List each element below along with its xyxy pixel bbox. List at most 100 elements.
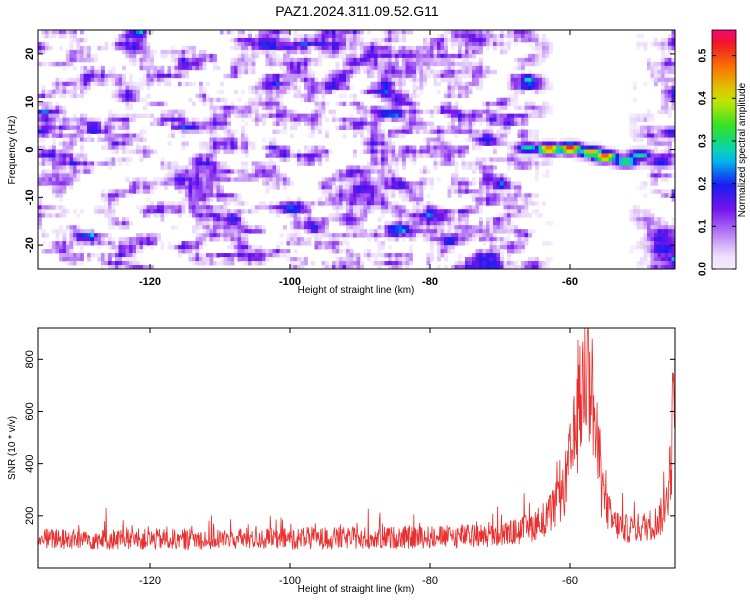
spectrogram-cell bbox=[671, 125, 676, 130]
spectrogram-cell bbox=[153, 149, 158, 154]
spectrogram-cell bbox=[213, 61, 217, 67]
spectrogram-cell bbox=[430, 205, 434, 210]
spectrogram-cell bbox=[486, 37, 490, 43]
spectrogram-cell bbox=[164, 113, 168, 119]
spectrogram-cell bbox=[552, 153, 557, 158]
spectrogram-cell bbox=[202, 153, 207, 158]
spectrogram-cell bbox=[391, 213, 396, 218]
spectrogram-cell bbox=[528, 113, 532, 119]
spectrogram-cell bbox=[332, 73, 336, 79]
spectrogram-cell bbox=[335, 73, 340, 79]
spectrogram-cell bbox=[265, 145, 270, 150]
spectrogram-cell bbox=[381, 109, 385, 115]
spectrogram-cell bbox=[496, 37, 501, 43]
spectrogram-cell bbox=[444, 89, 448, 95]
spectrogram-cell bbox=[55, 205, 60, 210]
spectrogram-cell bbox=[276, 109, 280, 115]
spectrogram-cell bbox=[528, 30, 532, 35]
spectrogram-cell bbox=[654, 81, 658, 87]
spectrogram-cell bbox=[664, 53, 669, 59]
spectrogram-cell bbox=[664, 81, 669, 87]
spectrogram-cell bbox=[48, 33, 53, 39]
spectrogram-cell bbox=[556, 153, 560, 158]
spectrogram-cell bbox=[370, 229, 375, 234]
spectrogram-cell bbox=[244, 61, 249, 67]
spectrogram-cell bbox=[237, 65, 242, 71]
spectrogram-cell bbox=[493, 141, 497, 146]
spectrogram-cell bbox=[629, 145, 634, 150]
spectrogram-cell bbox=[160, 157, 165, 162]
spectrogram-cell bbox=[496, 117, 501, 123]
spectrogram-cell bbox=[430, 185, 434, 190]
spectrogram-cell bbox=[664, 157, 669, 162]
spectrogram-cell bbox=[52, 137, 56, 142]
spectrogram-cell bbox=[654, 177, 658, 182]
spectrogram-cell bbox=[468, 73, 473, 79]
spectrogram-cell bbox=[76, 153, 81, 158]
spectrogram-cell bbox=[66, 149, 70, 154]
spectrogram-cell bbox=[528, 141, 532, 146]
spectrogram-cell bbox=[118, 141, 123, 146]
spectrogram-cell bbox=[178, 213, 182, 218]
spectrogram-cell bbox=[465, 89, 469, 95]
spectrogram-cell bbox=[444, 113, 448, 119]
spectrogram-cell bbox=[388, 157, 392, 162]
spectrogram-cell bbox=[290, 117, 294, 123]
spectrogram-cell bbox=[514, 77, 518, 83]
spectrogram-cell bbox=[451, 209, 455, 214]
spectrogram-cell bbox=[391, 97, 396, 103]
spectrogram-cell bbox=[241, 201, 245, 206]
spectrogram-cell bbox=[73, 173, 77, 178]
spectrogram-cell bbox=[307, 97, 312, 103]
spectrogram-cell bbox=[552, 137, 557, 142]
spectrogram-cell bbox=[174, 225, 179, 230]
spectrogram-cell bbox=[384, 69, 389, 75]
spectrogram-cell bbox=[185, 61, 189, 67]
spectrogram-cell bbox=[195, 201, 200, 206]
spectrogram-cell bbox=[101, 121, 105, 126]
spectrogram-cell bbox=[115, 77, 119, 83]
spectrogram-cell bbox=[514, 165, 518, 170]
spectrogram-cell bbox=[325, 41, 329, 47]
spectrogram-cell bbox=[290, 113, 294, 119]
spectrogram-cell bbox=[636, 165, 641, 170]
spectrogram-cell bbox=[255, 117, 259, 123]
spectrogram-cell bbox=[206, 117, 210, 123]
spectrogram-cell bbox=[465, 53, 469, 59]
spectrogram-cell bbox=[472, 61, 476, 67]
spectrogram-cell bbox=[111, 73, 116, 79]
spectrogram-cell bbox=[69, 181, 74, 186]
spectrogram-cell bbox=[416, 201, 420, 206]
spectrogram-cell bbox=[132, 149, 137, 154]
spectrogram-cell bbox=[199, 221, 203, 226]
spectrogram-cell bbox=[412, 185, 417, 190]
spectrogram-cell bbox=[542, 85, 546, 91]
spectrogram-cell bbox=[493, 157, 497, 162]
spectrogram-cell bbox=[437, 45, 441, 51]
spectrogram-cell bbox=[325, 153, 329, 158]
spectrogram-cell bbox=[59, 149, 63, 154]
spectrogram-cell bbox=[223, 173, 228, 178]
spectrogram-cell bbox=[199, 157, 203, 162]
spectrogram-cell bbox=[195, 121, 200, 126]
spectrogram-cell bbox=[304, 69, 308, 75]
spectrogram-cell bbox=[636, 153, 641, 158]
spectrogram-cell bbox=[307, 45, 312, 51]
spectrogram-cell bbox=[276, 129, 280, 134]
spectrogram-cell bbox=[381, 49, 385, 55]
spectrogram-cell bbox=[339, 81, 343, 87]
spectrogram-cell bbox=[335, 77, 340, 83]
spectrogram-cell bbox=[251, 117, 256, 123]
spectrogram-cell bbox=[367, 133, 371, 138]
spectrogram-cell bbox=[388, 177, 392, 182]
spectrogram-cell bbox=[377, 129, 382, 134]
spectrogram-cell bbox=[377, 85, 382, 91]
spectrogram-cell bbox=[339, 217, 343, 222]
spectrogram-cell bbox=[62, 133, 67, 138]
spectrogram-cell bbox=[360, 113, 364, 119]
spectrogram-cell bbox=[167, 169, 172, 174]
spectrogram-cell bbox=[507, 129, 511, 134]
spectrogram-cell bbox=[290, 41, 294, 47]
spectrogram-cell bbox=[479, 209, 483, 214]
spectrogram-cell bbox=[265, 109, 270, 115]
